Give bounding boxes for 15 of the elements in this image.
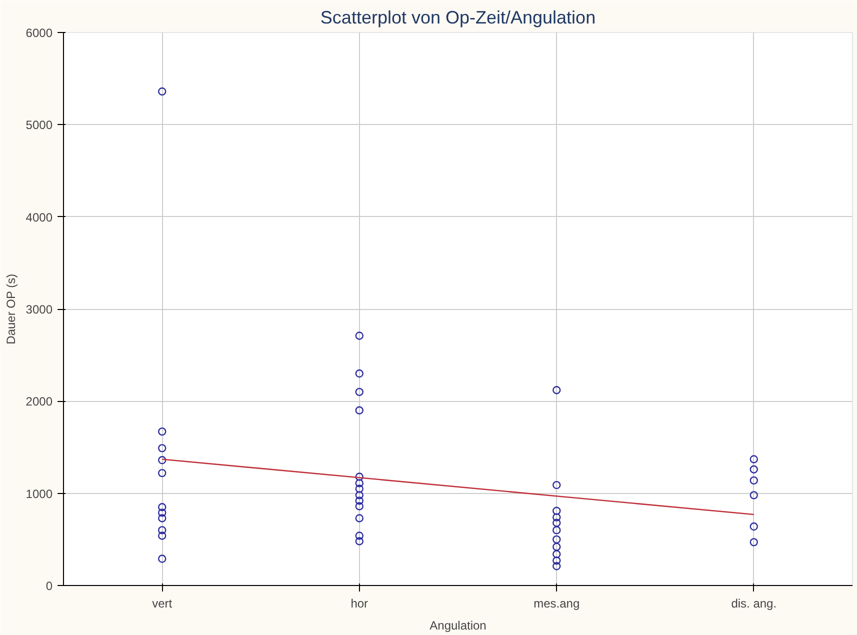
y-tick-label: 4000 bbox=[26, 210, 53, 224]
y-tick-label: 3000 bbox=[26, 302, 53, 316]
y-tick-label: 6000 bbox=[26, 26, 53, 40]
y-axis-title: Dauer OP (s) bbox=[4, 274, 18, 344]
x-tick-label: hor bbox=[350, 596, 368, 610]
chart-title: Scatterplot von Op-Zeit/Angulation bbox=[320, 8, 596, 28]
y-tick-label: 1000 bbox=[26, 486, 53, 501]
x-axis-title: Angulation bbox=[430, 618, 486, 632]
x-tick-label: dis. ang. bbox=[731, 596, 777, 610]
y-tick-label: 0 bbox=[46, 579, 53, 593]
y-tick-label: 5000 bbox=[26, 118, 53, 132]
line-series bbox=[161, 458, 755, 516]
x-tick-label: vert bbox=[152, 596, 173, 610]
y-tick-label: 2000 bbox=[26, 394, 53, 409]
x-tick-label: mes.ang bbox=[534, 596, 580, 610]
